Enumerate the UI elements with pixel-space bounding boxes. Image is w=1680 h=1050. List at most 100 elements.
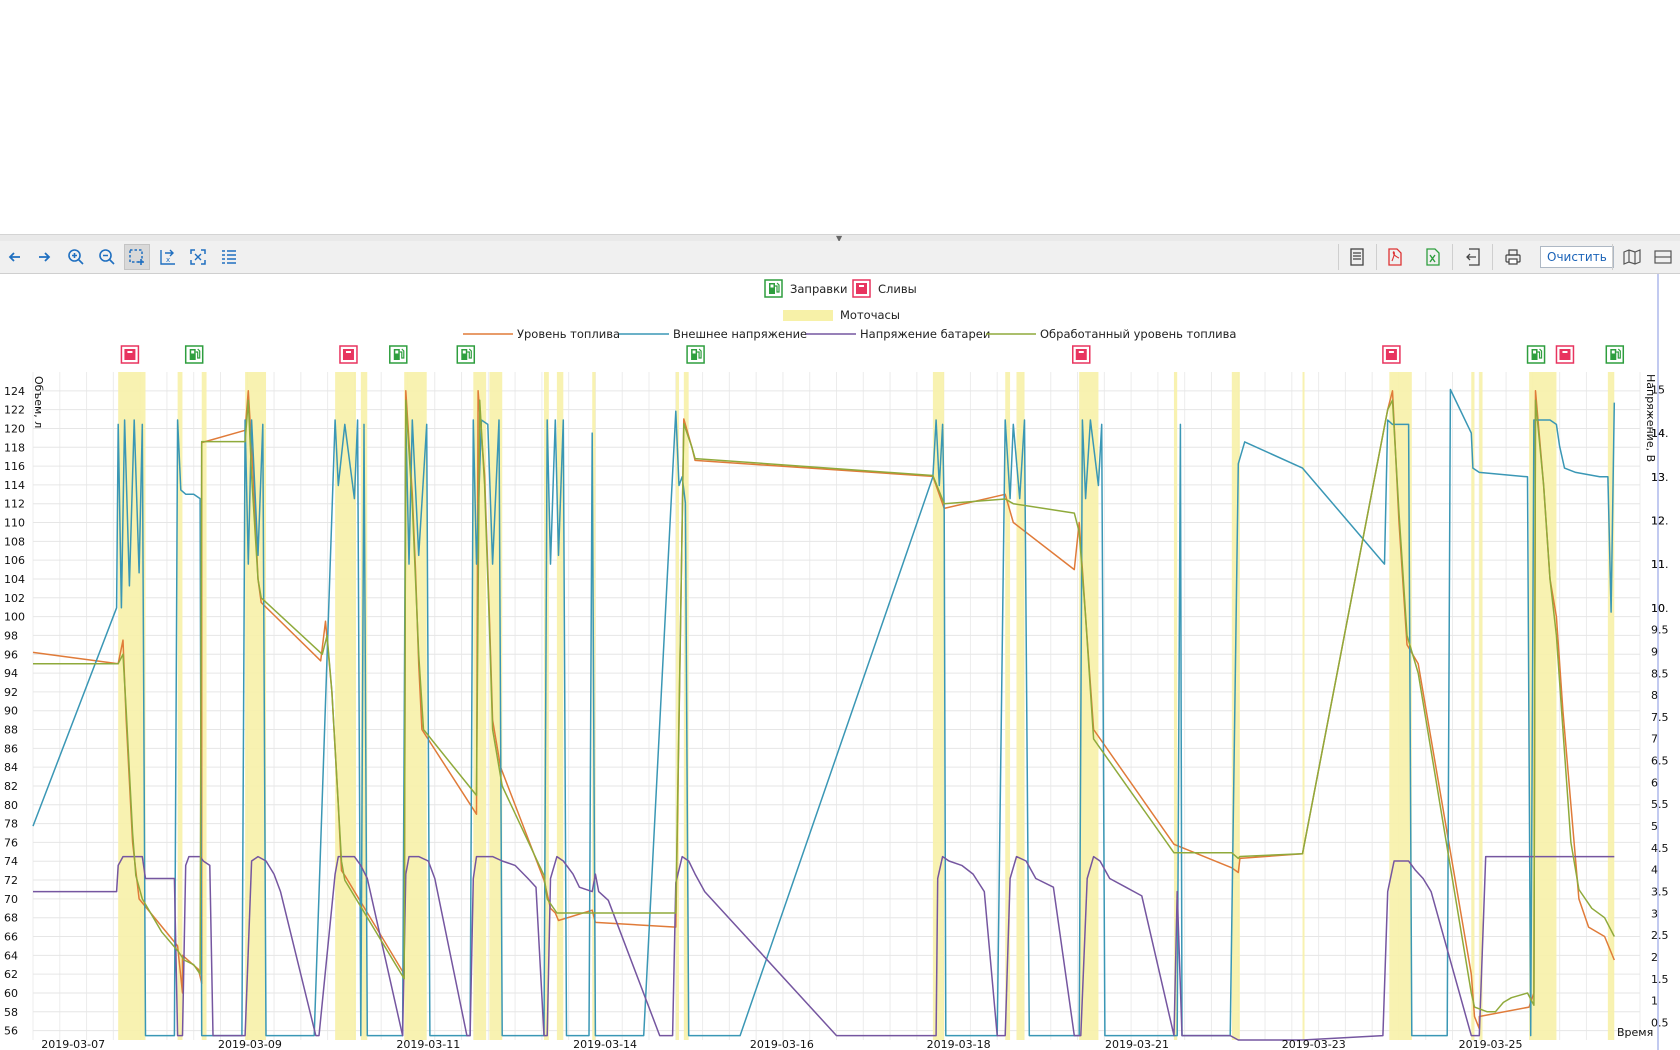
svg-text:x: x (166, 256, 170, 264)
y-left-tick-label: 98 (4, 629, 18, 642)
legend-refuel-label: Заправки (790, 282, 847, 296)
icon-glyph (124, 349, 136, 360)
x-tick-label: 2019-03-14 (573, 1038, 637, 1050)
y-right-tick-label: 7.5 (1651, 711, 1669, 724)
refuel-icon (1605, 345, 1625, 364)
pdf-export-icon[interactable] (1382, 244, 1408, 270)
y-left-tick-label: 110 (4, 517, 25, 530)
refuel-icon (184, 345, 204, 364)
motohours-band (1016, 372, 1025, 1040)
y-right-tick-label: 0.5 (1651, 1017, 1669, 1030)
drain-icon (852, 279, 871, 298)
x-tick-label: 2019-03-18 (927, 1038, 991, 1050)
toolbar-separator (1452, 244, 1453, 270)
import-icon[interactable] (1460, 244, 1486, 270)
icon-glyph (399, 348, 405, 359)
split-layout-icon[interactable] (1650, 244, 1676, 270)
zoom-in-icon[interactable] (63, 244, 89, 270)
y-left-tick-label: 92 (4, 686, 18, 699)
y-left-tick-label: 72 (4, 874, 18, 887)
motohours-band (1471, 372, 1475, 1040)
y-right-axis-title: Напряжение, В (1644, 374, 1657, 462)
x-tick-label: 2019-03-23 (1282, 1038, 1346, 1050)
forward-arrow-icon[interactable] (31, 244, 57, 270)
icon-glyph (1562, 351, 1568, 353)
series-line-processed_fuel (33, 399, 1615, 1013)
y-left-tick-label: 108 (4, 535, 25, 548)
icon-glyph (345, 351, 351, 353)
y-left-tick-label: 96 (4, 648, 18, 661)
x-tick-label: 2019-03-16 (750, 1038, 814, 1050)
icon-glyph (1610, 349, 1617, 360)
icon-glyph (467, 348, 472, 359)
clear-button[interactable]: Очистить (1540, 246, 1614, 268)
y-left-tick-label: 84 (4, 761, 18, 774)
legend-drain-label: Сливы (878, 282, 917, 296)
icon-glyph (1075, 349, 1087, 360)
y-right-tick-label: 1.5 (1651, 973, 1669, 986)
y-left-tick-label: 64 (4, 949, 18, 962)
y-left-tick-label: 70 (4, 893, 18, 906)
y-left-tick-label: 122 (4, 404, 25, 417)
y-left-tick-label: 58 (4, 1006, 18, 1019)
zoom-out-icon[interactable] (94, 244, 120, 270)
map-icon[interactable] (1619, 244, 1645, 270)
icon-glyph (1533, 350, 1537, 354)
x-tick-label: 2019-03-07 (41, 1038, 105, 1050)
motohours-band (1173, 372, 1178, 1040)
y-right-tick-label: 2.5 (1651, 929, 1669, 942)
y-right-tick-label: 13. (1651, 471, 1669, 484)
y-right-tick-label: 3 (1651, 907, 1658, 920)
motohours-band (1302, 372, 1305, 1040)
y-left-tick-label: 106 (4, 554, 25, 567)
y-left-tick-label: 80 (4, 799, 18, 812)
list-icon[interactable] (216, 244, 242, 270)
y-right-tick-label: 7 (1651, 733, 1658, 746)
fuel-chart[interactable]: Заправки Сливы Моточасы Уровень топлива Внеш… (0, 274, 1680, 1050)
y-right-tick-label: 8.5 (1651, 667, 1669, 680)
legend-motohours-label: Моточасы (840, 308, 900, 322)
x-tick-label: 2019-03-25 (1459, 1038, 1523, 1050)
icon-glyph (1531, 349, 1538, 360)
motohours-band (201, 372, 207, 1040)
motohours-band (932, 372, 945, 1040)
report-icon[interactable] (1344, 244, 1370, 270)
excel-export-icon[interactable] (1420, 244, 1446, 270)
y-left-tick-label: 116 (4, 460, 25, 473)
icon-glyph (1388, 351, 1394, 353)
y-right-tick-label: 8 (1651, 689, 1658, 702)
legend-series-label: Обработанный уровень топлива (1040, 327, 1236, 341)
motohours-band (556, 372, 564, 1040)
y-right-tick-label: 14. (1651, 427, 1669, 440)
y-right-tick-label: 2 (1651, 951, 1658, 964)
motohours-band (177, 372, 183, 1040)
y-right-tick-label: 3.5 (1651, 886, 1669, 899)
y-left-tick-label: 68 (4, 912, 18, 925)
print-icon[interactable] (1500, 244, 1526, 270)
y-left-tick-label: 78 (4, 818, 18, 831)
motohours-band (1607, 372, 1615, 1040)
series-line-fuel (32, 390, 1615, 1030)
select-zoom-icon[interactable] (124, 244, 150, 270)
y-left-tick-label: 82 (4, 780, 18, 793)
toolbar-separator (1338, 244, 1339, 270)
icon-glyph (461, 349, 468, 360)
chart-legend: Заправки Сливы Моточасы Уровень топлива Внеш… (463, 279, 1236, 341)
y-right-tick-label: 6.5 (1651, 755, 1669, 768)
back-arrow-icon[interactable] (2, 244, 28, 270)
chevron-down-icon[interactable]: ▼ (836, 234, 843, 243)
drain-icon (120, 345, 140, 364)
zoom-x-icon[interactable]: x (154, 244, 180, 270)
chart-toolbar: x Очистить (0, 241, 1680, 274)
icon-glyph (191, 350, 195, 354)
drain-icon (1382, 345, 1401, 364)
y-right-tick-label: 4.5 (1651, 842, 1669, 855)
drain-icon (339, 345, 358, 364)
icon-glyph (1537, 348, 1543, 359)
icon-glyph (393, 349, 400, 360)
fit-all-icon[interactable] (185, 244, 211, 270)
series-lines (32, 388, 1616, 1041)
y-right-tick-label: 5 (1651, 820, 1658, 833)
motohours-band (245, 372, 267, 1040)
motohours-band (1479, 372, 1483, 1040)
